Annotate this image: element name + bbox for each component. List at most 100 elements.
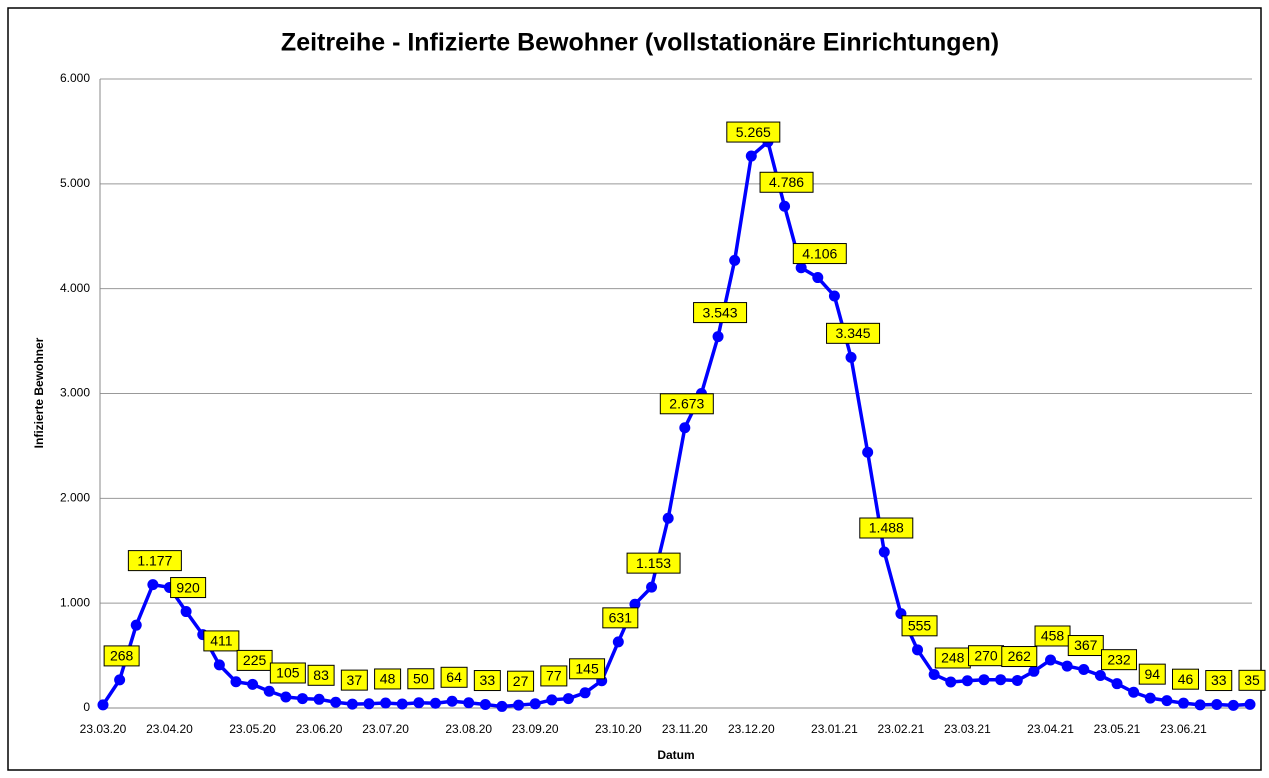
data-label: 27 (513, 673, 529, 689)
marker (296, 693, 308, 705)
x-tick-label: 23.03.21 (944, 722, 991, 736)
label-box (1172, 668, 1200, 690)
label-box (170, 577, 207, 599)
marker (995, 674, 1007, 686)
data-label: 458 (1041, 628, 1065, 644)
label-box (1238, 669, 1266, 691)
label-box (440, 666, 468, 688)
data-label: 367 (1074, 637, 1098, 653)
x-axis-label: Datum (657, 748, 694, 762)
y-tick-label: 1.000 (60, 595, 90, 609)
label-box (340, 669, 368, 691)
marker (380, 697, 392, 709)
x-tick-label: 23.08.20 (445, 722, 492, 736)
data-label: 920 (176, 579, 200, 595)
data-label: 94 (1144, 666, 1160, 682)
label-box (602, 607, 639, 629)
y-tick-label: 4.000 (60, 281, 90, 295)
data-label: 248 (941, 650, 965, 666)
label-box (693, 302, 748, 324)
marker (114, 674, 126, 686)
marker (263, 685, 275, 697)
x-tick-label: 23.04.21 (1027, 722, 1074, 736)
marker (1211, 699, 1223, 711)
data-label: 50 (413, 670, 429, 686)
marker (479, 699, 491, 711)
marker (1144, 692, 1156, 704)
label-box (103, 645, 140, 667)
label-box (374, 668, 402, 690)
marker (97, 699, 109, 711)
data-label: 2.673 (669, 395, 704, 411)
marker (313, 693, 325, 705)
label-box (726, 121, 781, 143)
label-box (473, 670, 501, 692)
data-label: 270 (974, 647, 998, 663)
label-box (901, 615, 938, 637)
marker (346, 698, 358, 710)
x-tick-label: 23.06.21 (1160, 722, 1207, 736)
label-box (826, 322, 881, 344)
marker (679, 422, 691, 434)
data-label: 411 (210, 633, 233, 649)
marker (646, 581, 658, 593)
data-label: 46 (1178, 671, 1194, 687)
marker (363, 698, 375, 710)
label-box (540, 665, 568, 687)
marker (213, 659, 225, 671)
data-label: 4.786 (769, 174, 804, 190)
data-label: 105 (276, 665, 300, 681)
marker (546, 694, 558, 706)
marker (612, 636, 624, 648)
marker (1061, 660, 1073, 672)
label-box (1067, 635, 1104, 657)
marker (845, 351, 857, 363)
data-label: 3.543 (703, 304, 738, 320)
x-tick-label: 23.02.21 (878, 722, 925, 736)
label-box (507, 670, 535, 692)
marker (745, 150, 757, 162)
y-tick-label: 6.000 (60, 71, 90, 85)
marker (662, 512, 674, 524)
data-label: 48 (380, 671, 396, 687)
data-label: 3.345 (836, 325, 871, 341)
marker (247, 678, 259, 690)
marker (513, 699, 525, 711)
marker (579, 687, 591, 699)
label-box (792, 243, 847, 265)
data-label: 37 (347, 672, 363, 688)
x-tick-label: 23.04.20 (146, 722, 193, 736)
data-label: 33 (480, 672, 496, 688)
marker (1244, 698, 1256, 710)
marker (928, 668, 940, 680)
marker (878, 546, 890, 558)
marker (1011, 675, 1023, 687)
x-tick-label: 23.11.20 (662, 722, 708, 736)
data-label: 77 (546, 668, 562, 684)
marker (629, 598, 641, 610)
label-box (1001, 646, 1038, 668)
marker (429, 697, 441, 709)
data-label: 232 (1107, 651, 1131, 667)
marker (1045, 654, 1057, 666)
data-label: 4.106 (802, 245, 837, 261)
label-box (1205, 670, 1233, 692)
x-tick-label: 23.07.20 (362, 722, 409, 736)
data-label: 1.177 (137, 552, 172, 568)
y-tick-label: 5.000 (60, 176, 90, 190)
label-box (626, 552, 681, 574)
marker (779, 200, 791, 212)
data-label: 5.265 (736, 124, 771, 140)
marker (1078, 664, 1090, 676)
marker (130, 619, 142, 631)
marker (945, 676, 957, 688)
marker (1094, 670, 1106, 682)
label-box (407, 668, 435, 690)
marker (230, 676, 242, 688)
label-box (127, 550, 182, 572)
marker (812, 272, 824, 284)
marker (795, 262, 807, 274)
marker (912, 644, 924, 656)
